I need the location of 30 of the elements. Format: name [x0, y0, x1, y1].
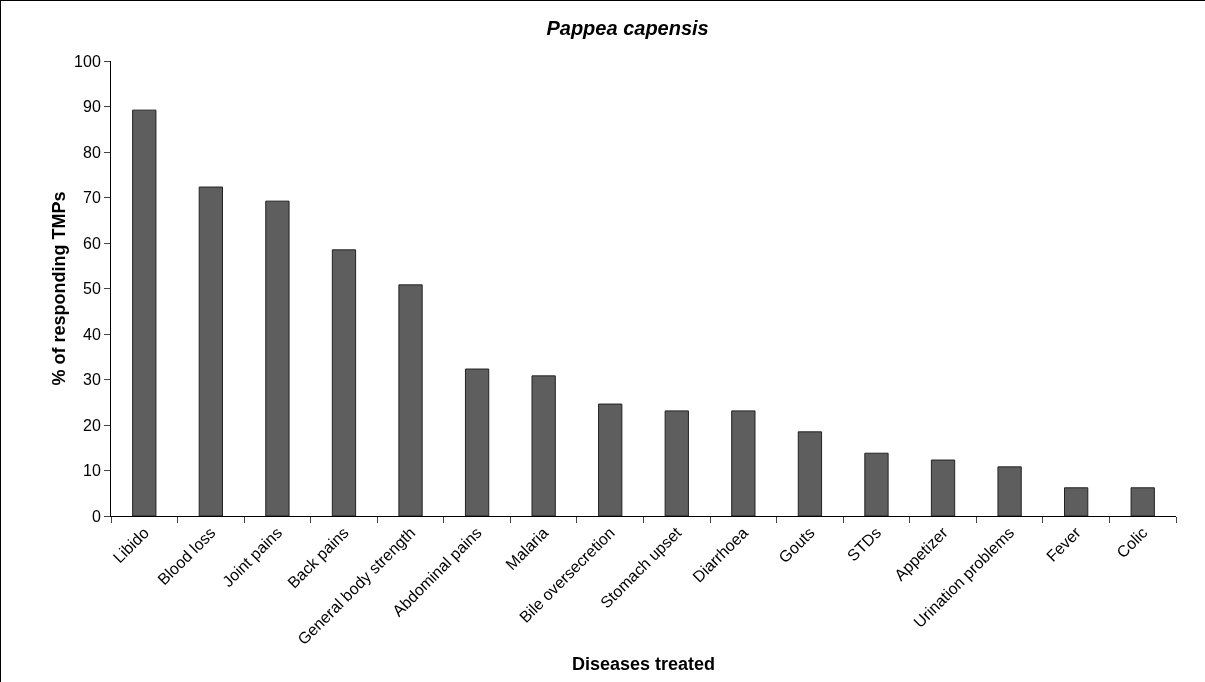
y-tick-label: 20 — [83, 416, 101, 434]
y-tick-label: 40 — [83, 325, 101, 343]
bar — [797, 431, 823, 516]
y-tick-label: 60 — [83, 234, 101, 252]
bar — [1064, 487, 1089, 516]
bar — [464, 368, 490, 516]
bar — [731, 410, 756, 516]
chart-title: Pappea capensis — [546, 17, 709, 40]
y-tick-label: 50 — [83, 280, 101, 298]
bar — [664, 410, 689, 516]
y-tick-label: 100 — [74, 52, 101, 70]
bar — [331, 249, 357, 516]
bar — [930, 459, 956, 516]
bar — [265, 200, 290, 516]
y-tick-label: 80 — [83, 143, 101, 161]
y-tick-label: 30 — [83, 371, 101, 389]
bar — [198, 186, 223, 516]
bar — [531, 375, 556, 516]
bar — [598, 403, 623, 516]
y-tick-label: 70 — [83, 189, 101, 207]
bar — [132, 109, 157, 516]
y-axis-title: % of responding TMPs — [49, 191, 69, 386]
x-axis-title: Diseases treated — [571, 654, 716, 675]
bar — [997, 466, 1022, 516]
y-tick-label: 90 — [83, 98, 101, 116]
y-tick-label: 0 — [91, 507, 101, 525]
bar — [1130, 487, 1155, 516]
bar — [864, 452, 889, 516]
y-tick-label: 10 — [83, 462, 101, 480]
bar — [398, 284, 423, 516]
